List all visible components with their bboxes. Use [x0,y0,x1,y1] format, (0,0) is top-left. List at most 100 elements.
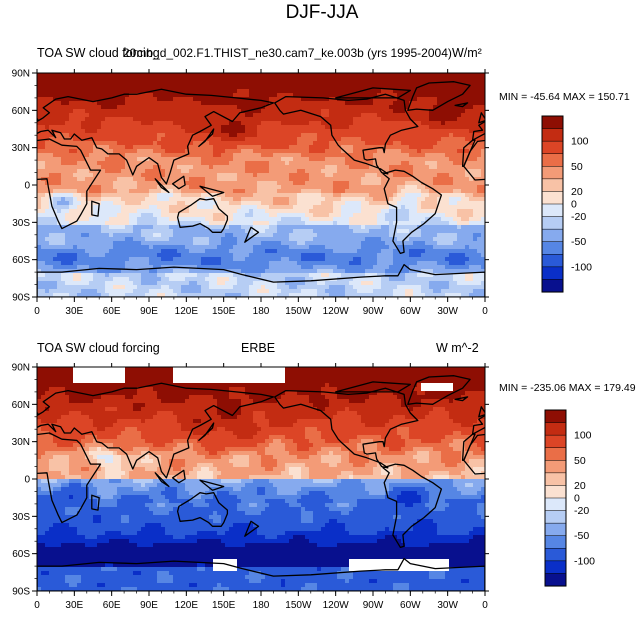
heatmap-cell [277,221,282,226]
heatmap-cell [337,181,342,186]
panel2-center-title: ERBE [241,341,276,355]
heatmap-cell [209,201,214,206]
heatmap-cell [129,73,134,78]
heatmap-cell [85,89,90,94]
heatmap-cell [341,85,346,90]
heatmap-cell [129,141,134,146]
heatmap-cell [365,149,370,154]
heatmap-cell [325,233,330,238]
heatmap-cell [337,129,342,134]
heatmap-cell [349,177,354,182]
heatmap-cell [365,225,370,230]
heatmap-cell [465,113,470,118]
heatmap-cell [321,97,326,102]
heatmap-cell [449,217,454,222]
heatmap-cell [209,157,214,162]
heatmap-cell [377,245,382,250]
heatmap-cell [357,85,362,90]
heatmap-cell [237,77,242,82]
heatmap-cell [469,85,474,90]
heatmap-cell [293,201,298,206]
heatmap-cell [117,117,122,122]
heatmap-cell [77,173,82,178]
heatmap-cell [289,101,294,106]
heatmap-cell [469,205,474,210]
heatmap-cell [57,233,62,238]
heatmap-cell [221,153,226,158]
heatmap-cell [425,237,430,242]
heatmap-cell [157,89,162,94]
heatmap-cell [329,209,334,214]
heatmap-cell [185,129,190,134]
heatmap-cell [453,125,458,130]
heatmap-cell [349,221,354,226]
heatmap-cell [469,77,474,82]
heatmap-cell [313,121,318,126]
heatmap-cell [177,133,182,138]
heatmap-cell [297,125,302,130]
heatmap-cell [49,125,54,130]
heatmap-cell [157,185,162,190]
heatmap-cell [197,153,202,158]
heatmap-cell [337,89,342,94]
heatmap-cell [293,233,298,238]
heatmap-cell [321,113,326,118]
heatmap-cell [281,245,286,250]
heatmap-cell [325,165,330,170]
heatmap-cell [273,89,278,94]
heatmap-cell [225,93,230,98]
heatmap-cell [313,89,318,94]
heatmap-cell [481,217,485,222]
heatmap-cell [273,221,278,226]
heatmap-cell [45,221,50,226]
heatmap-cell [345,221,350,226]
heatmap-cell [421,113,426,118]
heatmap-cell [469,213,474,218]
heatmap-cell [85,225,90,230]
heatmap-cell [357,225,362,230]
heatmap-cell [317,185,322,190]
heatmap-cell [145,241,150,246]
heatmap-cell [73,205,78,210]
heatmap-cell [177,89,182,94]
heatmap-cell [121,117,126,122]
heatmap-cell [241,249,246,254]
heatmap-cell [393,189,398,194]
heatmap-cell [329,193,334,198]
heatmap-cell [85,145,90,150]
heatmap-cell [465,97,470,102]
heatmap-cell [41,149,46,154]
heatmap-cell [185,233,190,238]
heatmap-cell [457,205,462,210]
heatmap-cell [105,245,110,250]
heatmap-cell [169,133,174,138]
heatmap-cell [297,177,302,182]
heatmap-cell [233,241,238,246]
heatmap-cell [305,121,310,126]
heatmap-cell [257,181,262,186]
heatmap-cell [429,221,434,226]
heatmap-cell [265,185,270,190]
heatmap-cell [297,245,302,250]
heatmap-cell [321,237,326,242]
heatmap-cell [109,85,114,90]
heatmap-cell [201,169,206,174]
heatmap-cell [453,89,458,94]
heatmap-cell [165,137,170,142]
heatmap-cell [213,89,218,94]
heatmap-cell [209,241,214,246]
heatmap-cell [377,109,382,114]
heatmap-cell [441,73,446,78]
heatmap-cell [245,241,250,246]
heatmap-cell [221,89,226,94]
heatmap-cell [413,109,418,114]
heatmap-cell [461,165,466,170]
heatmap-cell [157,137,162,142]
heatmap-cell [137,109,142,114]
heatmap-cell [61,85,66,90]
heatmap-cell [385,121,390,126]
heatmap-cell [229,133,234,138]
heatmap-cell [445,81,450,86]
heatmap-cell [413,181,418,186]
heatmap-cell [389,77,394,82]
